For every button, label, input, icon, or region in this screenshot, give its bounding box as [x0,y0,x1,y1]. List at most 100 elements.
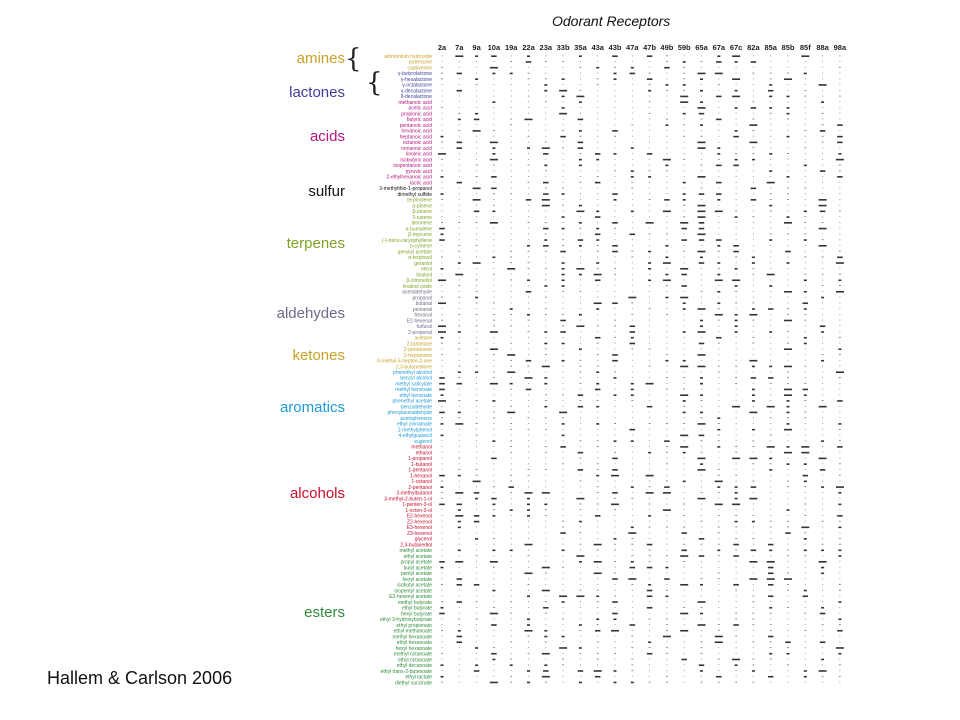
response-mark [680,629,689,632]
response-mark [544,222,547,223]
response-mark [579,153,582,154]
response-mark [580,428,581,430]
response-mark [441,66,443,68]
response-mark [527,55,530,57]
receptor-header: 2a [438,43,447,52]
response-mark [476,543,477,545]
response-mark [541,365,550,368]
response-mark [579,629,582,631]
response-mark [597,193,599,195]
response-mark [492,101,496,103]
response-mark [493,394,495,396]
response-mark [786,652,790,655]
response-mark [770,336,772,338]
response-mark [562,199,564,200]
response-mark [457,262,461,264]
odorant-label: isobutyl acetate [397,583,432,589]
response-mark [664,486,670,488]
response-mark [562,222,564,223]
response-mark [527,417,530,419]
response-mark [839,578,841,580]
response-mark [735,618,737,620]
response-mark [476,308,477,310]
response-mark [700,492,703,493]
odorant-label: ethyl methanoate [394,629,433,635]
response-mark [649,95,650,97]
response-mark [804,417,807,419]
response-mark [493,181,495,183]
response-mark [562,382,564,384]
receptor-header: 7a [455,43,464,52]
response-mark [803,675,807,678]
response-mark [818,227,827,230]
response-mark [614,526,616,528]
response-mark [717,158,720,160]
response-mark [753,290,754,292]
response-mark [544,664,548,667]
response-mark [734,130,738,132]
response-mark [749,141,758,144]
response-mark [769,526,772,528]
response-mark [493,365,495,367]
odorant-label: γ-decalactone [401,88,432,94]
response-mark [493,405,495,407]
response-mark [732,658,741,661]
response-mark [510,463,512,465]
response-mark [701,130,702,131]
response-mark [594,388,601,391]
response-mark [579,359,582,361]
response-mark [476,417,477,419]
response-mark [822,153,823,154]
response-mark [683,492,685,493]
response-mark [787,130,789,131]
response-mark [835,486,844,488]
response-mark [441,285,443,287]
response-mark [596,405,600,408]
odorant-label: 3-carene [412,215,432,221]
response-mark [681,532,687,534]
response-mark [753,423,754,425]
response-mark [839,675,841,677]
response-mark [804,658,806,660]
response-mark [493,245,495,246]
response-mark [749,313,758,316]
response-mark [770,101,772,103]
response-mark [681,658,687,661]
response-mark [804,377,806,379]
response-mark [562,371,564,373]
response-mark [458,302,460,304]
response-mark [631,658,634,660]
response-mark [631,474,633,476]
response-mark [718,170,720,172]
response-mark [510,107,512,109]
response-mark [561,262,565,264]
response-mark [753,181,754,183]
odorant-label: cadaverine [408,65,433,71]
response-mark [803,72,807,75]
response-mark [630,526,634,529]
response-mark [787,61,789,63]
response-mark [489,331,498,333]
response-mark [718,612,720,614]
response-mark [614,520,616,522]
response-mark [528,457,529,459]
response-mark [735,400,737,402]
response-mark [492,400,496,402]
response-mark [493,647,495,649]
response-mark [683,641,685,643]
response-mark [700,124,703,126]
response-mark [492,515,496,517]
response-mark [665,595,669,598]
response-mark [770,245,772,246]
receptor-header: 47a [626,43,639,52]
response-mark [559,112,568,115]
response-mark [597,147,599,149]
response-mark [666,549,668,551]
response-mark [683,428,685,430]
response-mark [614,89,616,91]
response-mark [649,434,650,436]
response-mark [527,428,530,430]
response-mark [804,319,807,321]
response-mark [819,469,826,471]
response-mark [580,78,581,80]
